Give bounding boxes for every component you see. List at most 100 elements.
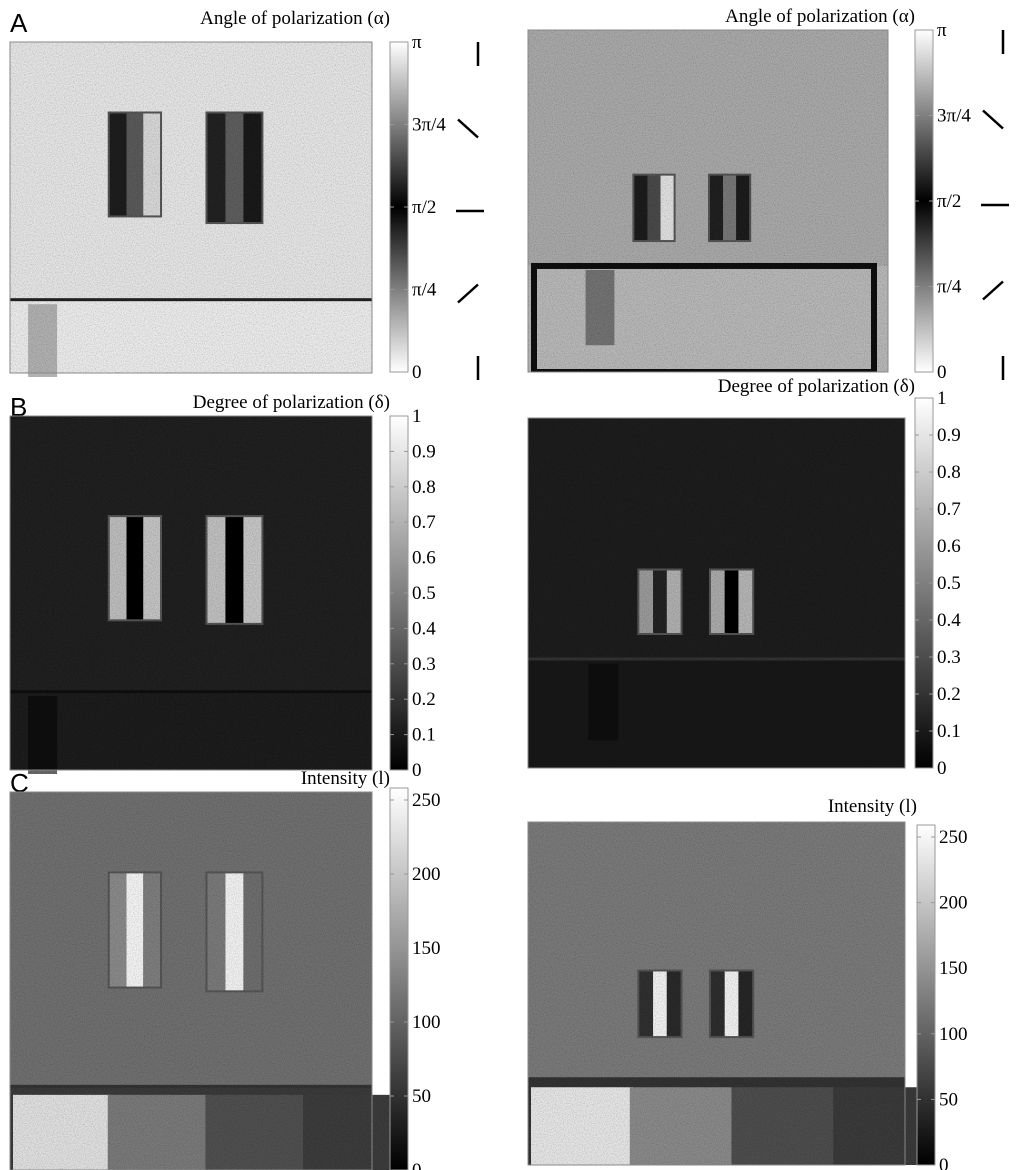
tile-stripe: [666, 971, 681, 1037]
tile-stripe: [639, 570, 654, 633]
ghost: [28, 304, 58, 377]
tile-stripe: [634, 175, 648, 241]
chart-strip: [629, 1087, 732, 1165]
colorbar-tick-label: 0.4: [412, 618, 436, 639]
photo-border: [527, 821, 906, 1166]
colorbar-tick-label: 200: [412, 864, 441, 885]
tile-stripe: [225, 517, 244, 623]
photo: [528, 30, 888, 376]
colorbar-tick-label: 0.7: [937, 499, 961, 520]
board-edge: [10, 690, 372, 694]
colorbar-title: Angle of polarization (α): [725, 6, 915, 27]
photo: [10, 42, 372, 377]
ghost: [28, 696, 58, 774]
colorbar-tick-label: π/2: [937, 191, 961, 212]
tile-stripe: [126, 517, 144, 620]
colorbar-tick-label: 150: [939, 958, 968, 979]
panel-label: A: [10, 8, 28, 38]
colorbar-tick-label: 0.8: [412, 477, 436, 498]
colorbar-tick-label: 0.1: [937, 721, 961, 742]
tile-stripe: [710, 175, 724, 241]
colorbar-tick-label: 0.6: [412, 548, 436, 569]
colorbar-tick-label: π/4: [412, 280, 437, 301]
chart-strip: [107, 1094, 206, 1170]
tile-stripe: [126, 873, 144, 987]
colorbar-tick-label: 3π/4: [412, 115, 446, 136]
colorbar-tick-label: 100: [412, 1012, 441, 1033]
panel-label: B: [10, 392, 27, 422]
colorbar-title: Angle of polarization (α): [200, 8, 390, 29]
photo: [528, 418, 905, 768]
photo-border: [9, 41, 373, 374]
orientation-glyph: [982, 280, 1004, 301]
colorbar-tick-label: 0.8: [937, 462, 961, 483]
tile-stripe: [143, 873, 161, 987]
board: [528, 659, 905, 768]
tile-stripe: [639, 971, 654, 1037]
tile-stripe: [109, 517, 127, 620]
tile-stripe: [666, 570, 681, 633]
orientation-glyph: [457, 118, 479, 139]
photo-border: [9, 791, 373, 1170]
photo: [528, 822, 936, 1165]
colorbar-tick-label: π/4: [937, 277, 962, 298]
colorbar-title: Intensity (l): [828, 796, 917, 817]
colorbar-tick-label: 0: [937, 758, 947, 779]
tile-stripe: [653, 570, 667, 633]
colorbar-tick-label: 0: [412, 1160, 422, 1170]
orientation-glyph: [982, 109, 1004, 130]
photo-border: [527, 417, 906, 769]
colorbar-tick-label: 0.3: [937, 647, 961, 668]
tile-stripe: [723, 175, 737, 241]
photo-border: [9, 415, 373, 771]
tile-stripe: [243, 113, 262, 223]
colorbar-tick-label: 1: [937, 388, 947, 409]
colorbar-tick-label: 3π/4: [937, 106, 971, 127]
colorbar-tick-label: 0.6: [937, 536, 961, 557]
ghost: [588, 663, 619, 741]
photo: [10, 416, 372, 774]
tile-stripe: [738, 570, 753, 633]
tile-stripe: [243, 873, 262, 991]
tile-stripe: [710, 971, 725, 1037]
colorbar-tick-label: 150: [412, 938, 441, 959]
tile-stripe: [126, 113, 144, 216]
tile-stripe: [710, 570, 725, 633]
colorbar-tick-label: 0: [412, 362, 422, 383]
colorbar-tick-label: 0: [937, 362, 947, 383]
colorbar-tick-label: π: [937, 20, 947, 41]
tile-stripe: [207, 113, 226, 223]
colorbar-tick-label: π: [412, 32, 422, 53]
colorbar-tick-label: 50: [412, 1086, 431, 1107]
tile-stripe: [647, 175, 661, 241]
tile-stripe: [143, 113, 161, 216]
colorbar-tick-label: 0.1: [412, 725, 436, 746]
colorbar-tick-label: 0.7: [412, 512, 436, 533]
tile-stripe: [736, 175, 750, 241]
tile-stripe: [109, 873, 127, 987]
tile-stripe: [207, 873, 226, 991]
board: [528, 265, 888, 372]
colorbar-tick-label: 100: [939, 1024, 968, 1045]
chart-strip: [731, 1087, 834, 1165]
chart-strip: [531, 1087, 633, 1165]
tile-stripe: [225, 113, 244, 223]
board-edge: [10, 1084, 372, 1088]
colorbar-title: Degree of polarization (δ): [718, 376, 915, 397]
colorbar-tick-label: π/2: [412, 197, 436, 218]
colorbar-tick-label: 250: [939, 827, 968, 848]
board-edge: [528, 657, 905, 661]
colorbar-tick-label: 0.9: [412, 441, 436, 462]
chart-strip: [13, 1094, 111, 1170]
colorbar-tick-label: 0: [412, 760, 422, 781]
panel-label: C: [10, 768, 29, 798]
colorbar-tick-label: 0.5: [412, 583, 436, 604]
tile-stripe: [724, 570, 739, 633]
colorbar-tick-label: 1: [412, 406, 422, 427]
orientation-glyph: [457, 283, 479, 304]
board-edge: [10, 298, 372, 302]
colorbar-tick-label: 0.2: [937, 684, 961, 705]
photo: [10, 792, 401, 1170]
colorbar: [916, 824, 936, 1166]
